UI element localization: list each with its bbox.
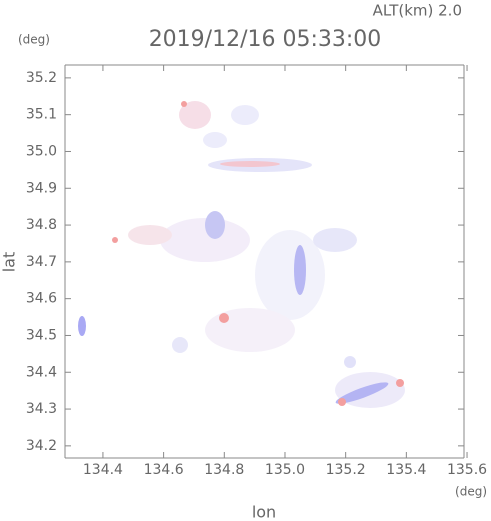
y-unit: (deg) [18,33,50,47]
chart-title: 2019/12/16 05:33:00 [149,27,382,52]
x-tick-label: 135.0 [265,462,305,478]
x-axis-label: lon [252,503,276,521]
echo-field [78,101,405,408]
y-tick-label: 34.5 [26,327,57,343]
altitude-label: ALT(km) 2.0 [373,2,462,20]
y-axis-label: lat [0,252,19,273]
x-unit: (deg) [455,485,487,499]
y-tick-label: 34.8 [26,217,57,233]
y-tick-label: 34.2 [26,438,57,454]
y-tick-label: 34.4 [26,364,57,380]
y-tick-label: 35.1 [26,107,57,123]
x-tick-label: 134.8 [204,462,244,478]
y-tick-label: 34.3 [26,401,57,417]
y-tick-label: 35.2 [26,70,57,86]
y-tick-label: 34.7 [26,254,57,270]
x-tick-label: 134.4 [83,462,123,478]
y-tick-label: 34.9 [26,180,57,196]
x-tick-label: 135.2 [326,462,366,478]
x-tick-label: 135.6 [447,462,487,478]
y-tick-label: 34.6 [26,291,57,307]
x-tick-label: 135.4 [386,462,426,478]
x-tick-label: 134.6 [144,462,184,478]
y-tick-label: 35.0 [26,143,57,159]
